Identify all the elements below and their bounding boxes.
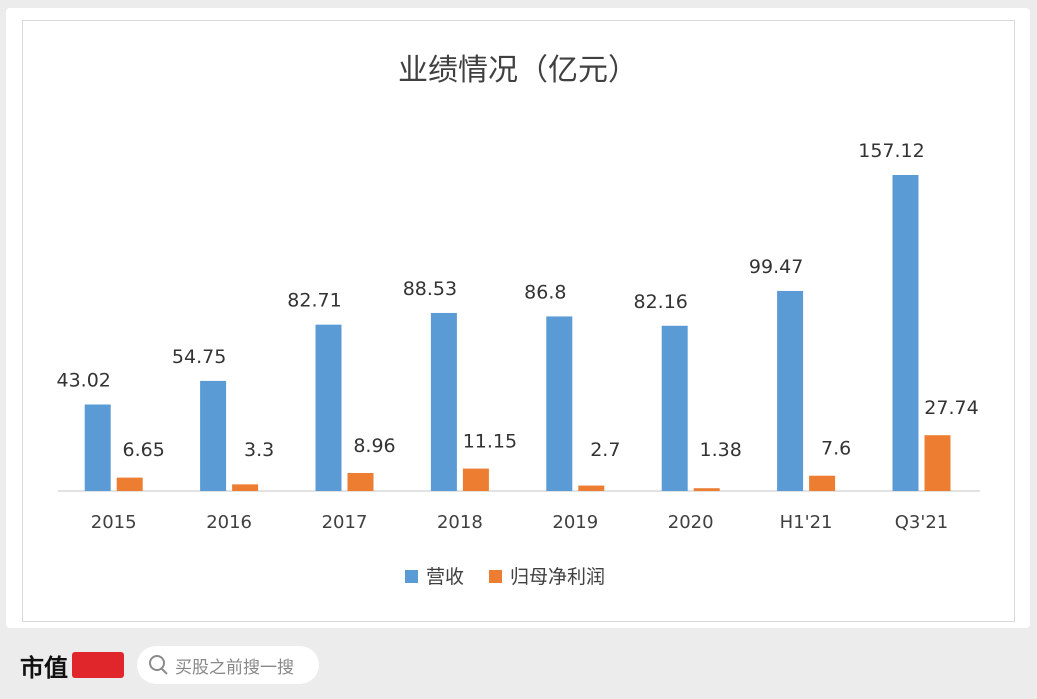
search-placeholder: 买股之前搜一搜 [175, 657, 294, 678]
value-label-net-profit-0: 6.65 [123, 439, 165, 461]
x-tick-label-2: 2017 [322, 512, 368, 533]
chart-border [22, 20, 1015, 622]
chart-title: 业绩情况（亿元） [398, 53, 638, 88]
x-tick-label-7: Q3'21 [895, 512, 948, 533]
chart-card [6, 8, 1030, 628]
x-tick-label-6: H1'21 [780, 512, 833, 533]
bar-chart: 业绩情况（亿元） 43.02 6.65 54.75 3.3 82.71 8.96 88.53… [56, 53, 980, 588]
bar-revenue-2 [315, 324, 342, 491]
x-tick-label-5: 2020 [668, 512, 714, 533]
value-label-net-profit-2: 8.96 [353, 435, 395, 457]
value-label-net-profit-6: 7.6 [821, 438, 851, 460]
value-label-net-profit-4: 2.7 [590, 439, 620, 461]
bar-net-profit-0 [116, 477, 143, 491]
bar-net-profit-5 [693, 488, 720, 491]
bar-revenue-3 [430, 312, 457, 491]
brand-seal-icon [72, 652, 124, 678]
value-label-revenue-4: 86.8 [524, 281, 566, 303]
legend-label-net-profit: 归母净利润 [510, 566, 605, 588]
legend-label-revenue: 营收 [426, 566, 464, 588]
value-labels-group: 43.02 6.65 54.75 3.3 82.71 8.96 88.53 11.15 86.8… [56, 140, 978, 461]
x-tick-label-4: 2019 [552, 512, 598, 533]
bar-revenue-0 [84, 404, 111, 491]
bar-net-profit-1 [232, 484, 259, 491]
search-box[interactable]: 买股之前搜一搜 [137, 646, 319, 684]
legend: 营收 归母净利润 [405, 566, 605, 588]
brand-logo[interactable]: 市值 [20, 648, 124, 682]
x-tick-label-1: 2016 [206, 512, 252, 533]
bar-net-profit-7 [924, 435, 951, 491]
bar-revenue-6 [777, 290, 804, 491]
x-tick-label-0: 2015 [91, 512, 137, 533]
value-label-revenue-1: 54.75 [172, 346, 226, 368]
search-icon [149, 655, 169, 675]
footer-bar: 市值 买股之前搜一搜 [0, 636, 1037, 699]
bar-revenue-4 [546, 316, 573, 491]
value-label-net-profit-5: 1.38 [700, 439, 742, 461]
value-label-revenue-3: 88.53 [403, 278, 457, 300]
value-label-revenue-6: 99.47 [749, 256, 803, 278]
bar-net-profit-6 [809, 475, 836, 491]
value-label-net-profit-3: 11.15 [463, 431, 517, 453]
value-label-revenue-2: 82.71 [287, 290, 341, 312]
bar-net-profit-4 [578, 485, 605, 491]
bar-net-profit-2 [347, 472, 374, 491]
x-tick-labels-group: 2015 2016 2017 2018 2019 2020 H1'21 Q3'21 [91, 512, 948, 533]
value-label-revenue-0: 43.02 [56, 369, 110, 391]
bars-group [84, 175, 951, 491]
bar-revenue-5 [661, 325, 688, 491]
bar-net-profit-3 [462, 468, 489, 491]
value-label-revenue-7: 157.12 [858, 140, 924, 162]
bar-revenue-7 [892, 175, 919, 491]
legend-swatch-net-profit [489, 570, 502, 583]
value-label-net-profit-1: 3.3 [244, 439, 274, 461]
brand-name: 市值 [20, 652, 68, 682]
value-label-revenue-5: 82.16 [633, 291, 687, 313]
x-tick-label-3: 2018 [437, 512, 483, 533]
value-label-net-profit-7: 27.74 [924, 397, 978, 419]
legend-swatch-revenue [405, 570, 418, 583]
bar-revenue-1 [200, 380, 227, 491]
